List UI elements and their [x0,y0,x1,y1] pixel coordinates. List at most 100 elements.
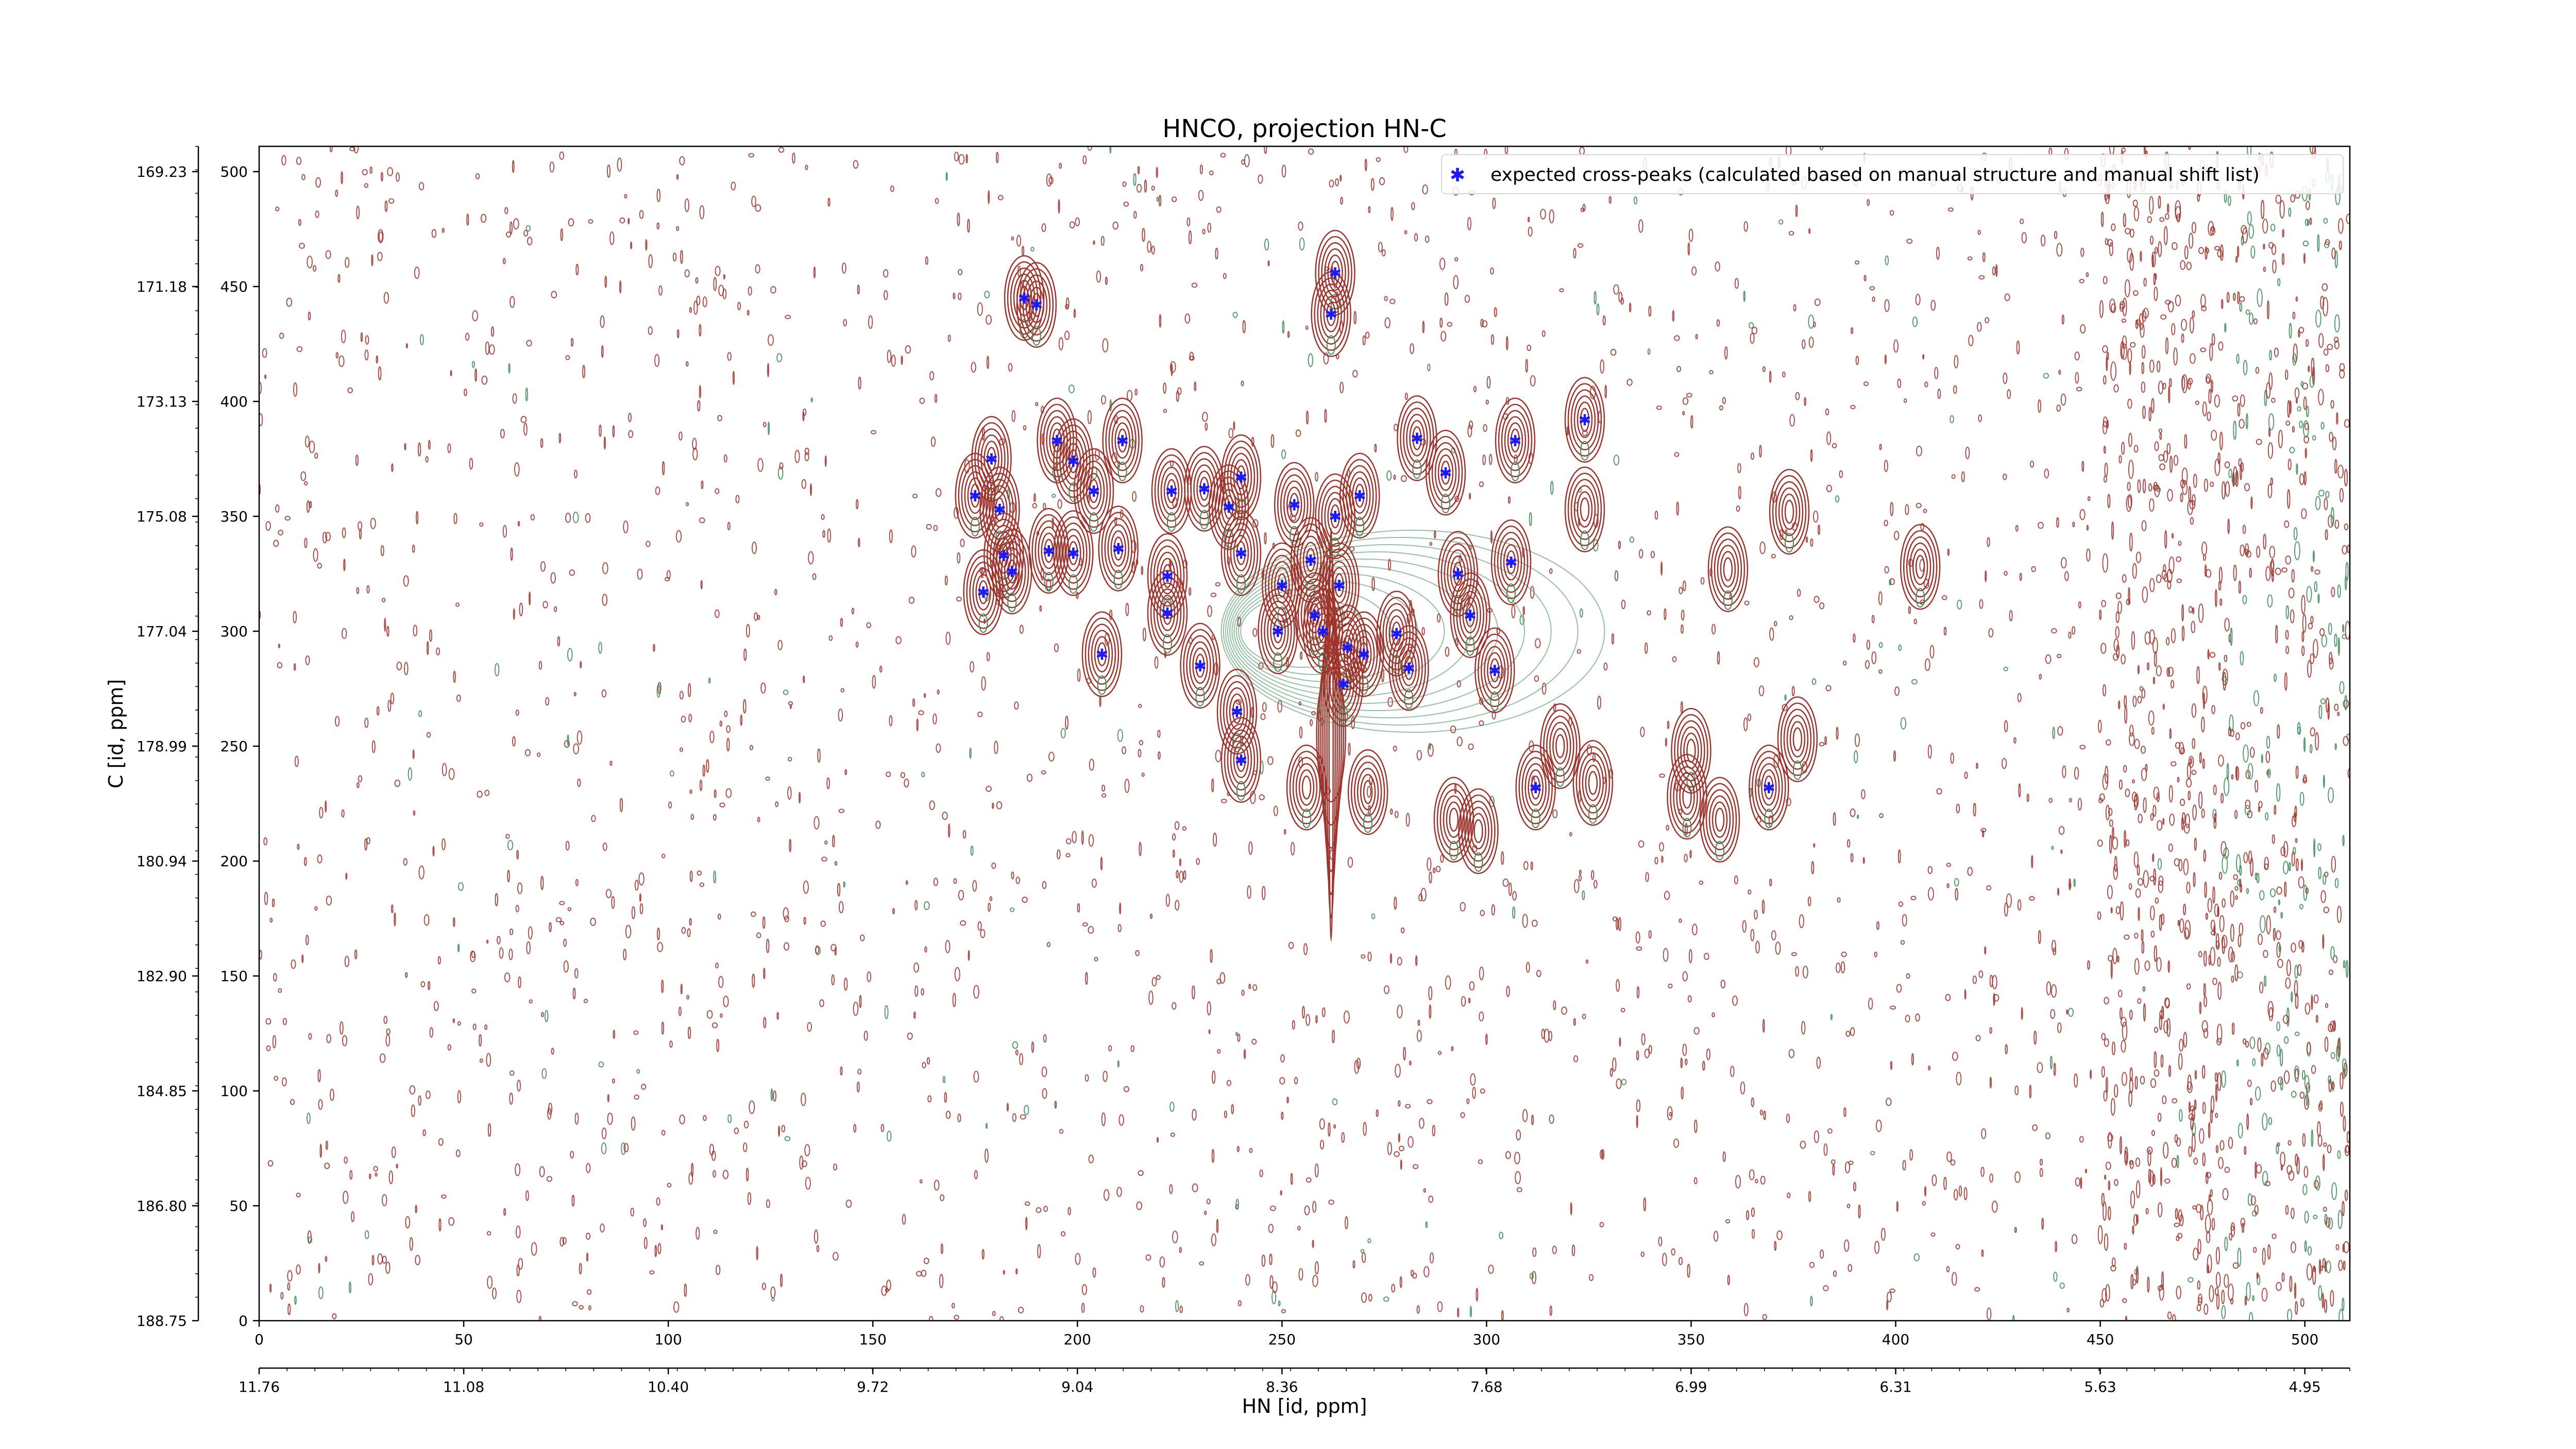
edge-band-contour [2224,323,2227,333]
peak-contour [1084,617,1120,691]
edge-band-contour [2185,778,2192,788]
noise-contour [1065,297,1070,309]
noise-contour [709,1143,715,1156]
noise-contour [1041,770,1046,775]
noise-contour [591,815,596,822]
noise-contour [706,759,709,773]
noise-contour [1827,1128,1833,1134]
edge-band-contour [2297,964,2302,976]
noise-contour [1897,378,1902,389]
noise-contour [1682,397,1689,405]
edge-band-contour [2303,884,2308,901]
noise-contour [1066,838,1072,845]
edge-band-contour [2147,1276,2150,1293]
edge-band-contour [2261,1052,2264,1067]
edge-band-contour [2194,837,2197,851]
noise-contour [2176,578,2182,583]
noise-contour [1636,1099,1641,1113]
noise-contour [2060,393,2066,406]
noise-contour [933,525,938,531]
noise-contour [269,917,273,923]
noise-contour [2114,1084,2119,1098]
peak-contour [1059,523,1088,584]
noise-contour [355,454,359,466]
noise-contour [2329,431,2333,442]
y-index-tick-label: 250 [221,738,248,755]
edge-band-contour [2309,217,2312,225]
noise-contour [2308,622,2313,630]
noise-contour [1809,1261,1815,1268]
noise-contour [1814,596,1820,603]
noise-contour [2250,747,2255,758]
noise-contour [703,1115,707,1121]
noise-contour [787,756,792,762]
noise-contour [382,1255,387,1264]
edge-band-contour [2102,553,2109,573]
noise-contour [2031,566,2036,572]
noise-contour [673,1301,680,1313]
peak-contour [1062,436,1084,486]
noise-contour [1084,1074,1089,1082]
noise-contour [901,355,903,365]
edge-band-contour [2276,1143,2279,1154]
peak-contour [1270,613,1286,650]
peak-contour [1081,611,1123,697]
edge-band-contour [2205,913,2208,920]
y-ppm-tick-label: 175.08 [137,508,187,525]
edge-band-contour [2280,1152,2286,1167]
noise-contour [696,295,701,306]
noise-contour [1681,609,1685,621]
edge-band-contour [2307,1246,2312,1256]
noise-contour [2013,737,2016,744]
peak-contour [1465,603,1475,628]
noise-contour [2142,406,2146,419]
noise-contour [1003,1270,1005,1275]
noise-contour [287,1303,291,1316]
noise-contour [448,1217,454,1226]
peak-negative-contour [1338,705,1348,725]
noise-contour [1746,1210,1750,1220]
noise-contour [1468,743,1474,750]
noise-contour [986,652,990,662]
noise-contour [1069,221,1075,229]
edge-band-contour [2287,400,2291,418]
noise-contour [305,934,309,946]
noise-contour [994,740,998,754]
noise-contour [1795,205,1798,217]
edge-band-contour [2295,765,2299,779]
edge-band-contour [2141,929,2144,941]
noise-contour [1678,1257,1683,1266]
noise-contour [306,500,310,513]
edge-band-contour [2138,878,2144,886]
edge-band-contour [2133,851,2139,868]
peak-contour [1428,436,1463,510]
edge-band-contour [2109,242,2113,256]
noise-contour [940,1194,945,1201]
edge-band-contour [2305,887,2309,894]
edge-band-contour [2335,1244,2340,1251]
noise-contour [1306,1014,1311,1026]
edge-band-contour [2204,564,2207,577]
peak-contour [1446,801,1462,838]
noise-contour [1101,793,1107,798]
noise-contour [2056,243,2063,257]
noise-contour [423,914,430,926]
noise-contour [1987,537,1990,547]
noise-contour [303,857,307,866]
edge-band-contour [2285,630,2289,640]
edge-band-contour [2104,1233,2109,1251]
noise-contour [540,438,544,448]
edge-band-contour [2155,897,2159,904]
edge-band-contour [2108,955,2113,962]
noise-contour [1376,1109,1379,1117]
peak-negative-contour [1044,571,1054,592]
noise-contour [605,889,612,898]
edge-band-contour [2244,1146,2247,1155]
peak-negative-contour [1326,335,1336,355]
noise-contour [1237,1033,1241,1042]
edge-band-contour [2264,390,2267,407]
edge-band-contour [2149,235,2154,245]
noise-contour [858,537,860,548]
edge-band-contour [2158,380,2163,395]
noise-contour [1579,608,1583,618]
